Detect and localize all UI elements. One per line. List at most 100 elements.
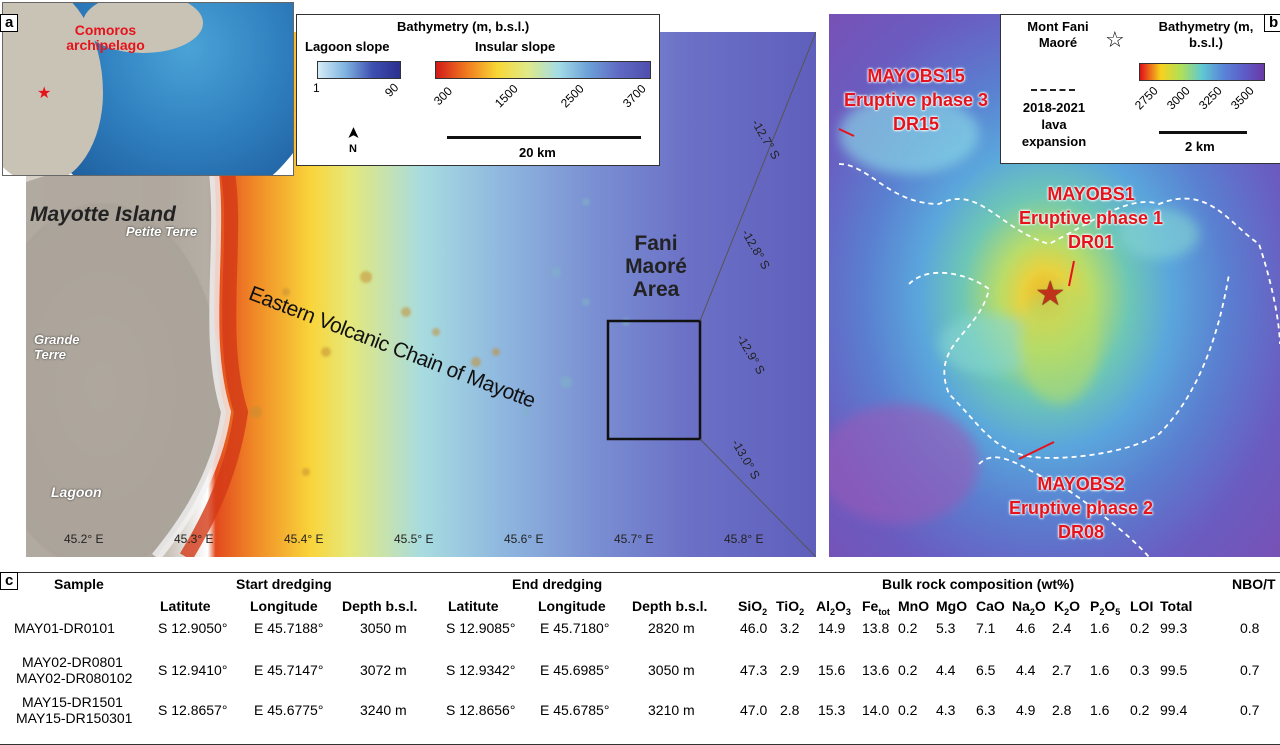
table-cell-lon-end: E 45.6985° <box>540 662 610 678</box>
table-cell-composition: 0.2 <box>898 662 918 678</box>
table-cell-composition: 0.2 <box>1130 620 1150 636</box>
table-cell-composition: 14.9 <box>818 620 846 636</box>
table-cell-lat-start: S 12.9050° <box>158 620 228 636</box>
subheader-fetot: Fetot <box>862 598 890 617</box>
table-cell-composition: 2.9 <box>780 662 800 678</box>
table-cell-composition: 46.0 <box>740 620 768 636</box>
subheader-depth-end: Depth b.s.l. <box>632 598 708 614</box>
table-cell-sample: MAY02-DR080102 <box>16 670 133 686</box>
table-cell-composition: 4.9 <box>1016 702 1036 718</box>
lon-tick-label: 45.8° E <box>724 532 764 546</box>
lava-legend-label: 2018-2021 lava expansion <box>1021 100 1087 149</box>
site-label-mayobs15: MAYOBS15 Eruptive phase 3 DR15 <box>844 66 989 134</box>
label-comoros-archipelago: Comoros archipelago <box>66 22 145 53</box>
lon-tick-label: 45.2° E <box>64 532 104 546</box>
subheader-lon-start: Longitude <box>250 598 318 614</box>
table-cell-composition: 13.6 <box>862 662 890 678</box>
legend-b-title: Bathymetry (m, b.s.l.) <box>1158 19 1254 50</box>
bathymetry-colorbar-b <box>1139 63 1265 81</box>
header-end-dredging: End dredging <box>512 576 603 592</box>
table-cell-nbot: 0.7 <box>1240 702 1260 718</box>
lon-tick-label: 45.6° E <box>504 532 544 546</box>
scale-label-a: 20 km <box>519 145 556 160</box>
insular-tick-label: 300 <box>430 83 456 109</box>
table-cell-composition: 0.2 <box>898 620 918 636</box>
lagoon-colorbar <box>317 61 401 79</box>
table-cell-composition: 0.3 <box>1130 662 1150 678</box>
panel-c-table: c Sample Start dredging End dredging Bul… <box>0 570 1280 745</box>
lon-tick-label: 45.4° E <box>284 532 324 546</box>
scale-bar-a <box>447 136 641 139</box>
insular-tick-label: 3700 <box>619 81 649 111</box>
table-top-rule <box>0 572 1280 573</box>
lagoon-max-label: 90 <box>382 80 402 100</box>
lagoon-min-label: 1 <box>313 81 320 95</box>
scale-bar-b <box>1159 131 1247 134</box>
panel-letter-b: b <box>1264 14 1280 32</box>
table-cell-composition: 4.6 <box>1016 620 1036 636</box>
subheader-al2o3: Al2O3 <box>816 598 851 617</box>
inset-globe: Comoros archipelago ★ <box>2 2 294 176</box>
table-cell-composition: 99.3 <box>1160 620 1188 636</box>
table-cell-depth-start: 3072 m <box>360 662 407 678</box>
subheader-mno: MnO <box>898 598 930 614</box>
table-cell-composition: 4.4 <box>936 662 956 678</box>
label-mayotte-island: Mayotte Island <box>30 203 176 226</box>
subheader-loi: LOI <box>1130 598 1154 614</box>
table-cell-composition: 1.6 <box>1090 702 1110 718</box>
subheader-lat-end: Latitute <box>448 598 499 614</box>
table-cell-composition: 7.1 <box>976 620 996 636</box>
north-arrow-icon: ➤ <box>345 126 363 140</box>
table-cell-composition: 1.6 <box>1090 620 1110 636</box>
subheader-lat-start: Latitute <box>160 598 211 614</box>
table-cell-composition: 0.2 <box>1130 702 1150 718</box>
table-cell-composition: 47.3 <box>740 662 768 678</box>
panel-letter-a: a <box>0 14 19 32</box>
table-cell-composition: 4.3 <box>936 702 956 718</box>
legend-panel-a: Bathymetry (m, b.s.l.) Lagoon slope 1 90… <box>296 14 660 166</box>
table-cell-composition: 2.7 <box>1052 662 1072 678</box>
insular-tick-label: 1500 <box>491 81 521 111</box>
mont-fani-maore-star-icon: ★ <box>1035 275 1066 313</box>
table-cell-lon-end: E 45.6785° <box>540 702 610 718</box>
table-cell-composition: 15.6 <box>818 662 846 678</box>
bathy-b-tick: 3500 <box>1227 83 1257 113</box>
table-cell-lat-end: S 12.9342° <box>446 662 516 678</box>
table-cell-sample: MAY15-DR1501 <box>22 694 123 710</box>
table-cell-composition: 15.3 <box>818 702 846 718</box>
bathy-b-tick: 2750 <box>1131 83 1161 113</box>
subheader-k2o: K2O <box>1054 598 1081 617</box>
subheader-sio2: SiO2 <box>738 598 768 617</box>
subheader-na2o: Na2O <box>1012 598 1046 617</box>
subheader-p2o5: P2O5 <box>1090 598 1121 617</box>
insular-slope-title: Insular slope <box>475 39 556 54</box>
table-cell-lon-start: E 45.6775° <box>254 702 324 718</box>
table-cell-composition: 13.8 <box>862 620 890 636</box>
fani-maore-box <box>606 319 702 441</box>
table-cell-composition: 0.2 <box>898 702 918 718</box>
header-bulk-composition: Bulk rock composition (wt%) <box>882 576 1075 592</box>
table-cell-nbot: 0.7 <box>1240 662 1260 678</box>
table-cell-sample: MAY01-DR0101 <box>14 620 115 636</box>
label-grande-terre: Grande Terre <box>34 332 80 362</box>
legend-title: Bathymetry (m, b.s.l.) <box>397 19 530 34</box>
comoros-star-icon: ★ <box>37 85 52 102</box>
subheader-tio2: TiO2 <box>776 598 805 617</box>
table-cell-lat-end: S 12.9085° <box>446 620 516 636</box>
table-cell-composition: 5.3 <box>936 620 956 636</box>
label-fani-maore-area: Fani Maoré Area <box>625 232 687 301</box>
label-petite-terre: Petite Terre <box>126 224 198 239</box>
site-label-mayobs1: MAYOBS1 Eruptive phase 1 DR01 <box>1019 184 1164 252</box>
lon-tick-label: 45.3° E <box>174 532 214 546</box>
table-cell-sample: MAY02-DR0801 <box>22 654 123 670</box>
lon-tick-label: 45.7° E <box>614 532 654 546</box>
north-label: N <box>349 143 357 155</box>
header-start-dredging: Start dredging <box>236 576 332 592</box>
table-cell-composition: 4.4 <box>1016 662 1036 678</box>
map-a-overlay <box>26 32 816 557</box>
lon-tick-label: 45.5° E <box>394 532 434 546</box>
arabia-land <box>83 3 203 53</box>
star-legend-label: Mont Fani Maoré <box>1027 19 1089 50</box>
table-cell-composition: 47.0 <box>740 702 768 718</box>
table-cell-composition: 2.8 <box>1052 702 1072 718</box>
